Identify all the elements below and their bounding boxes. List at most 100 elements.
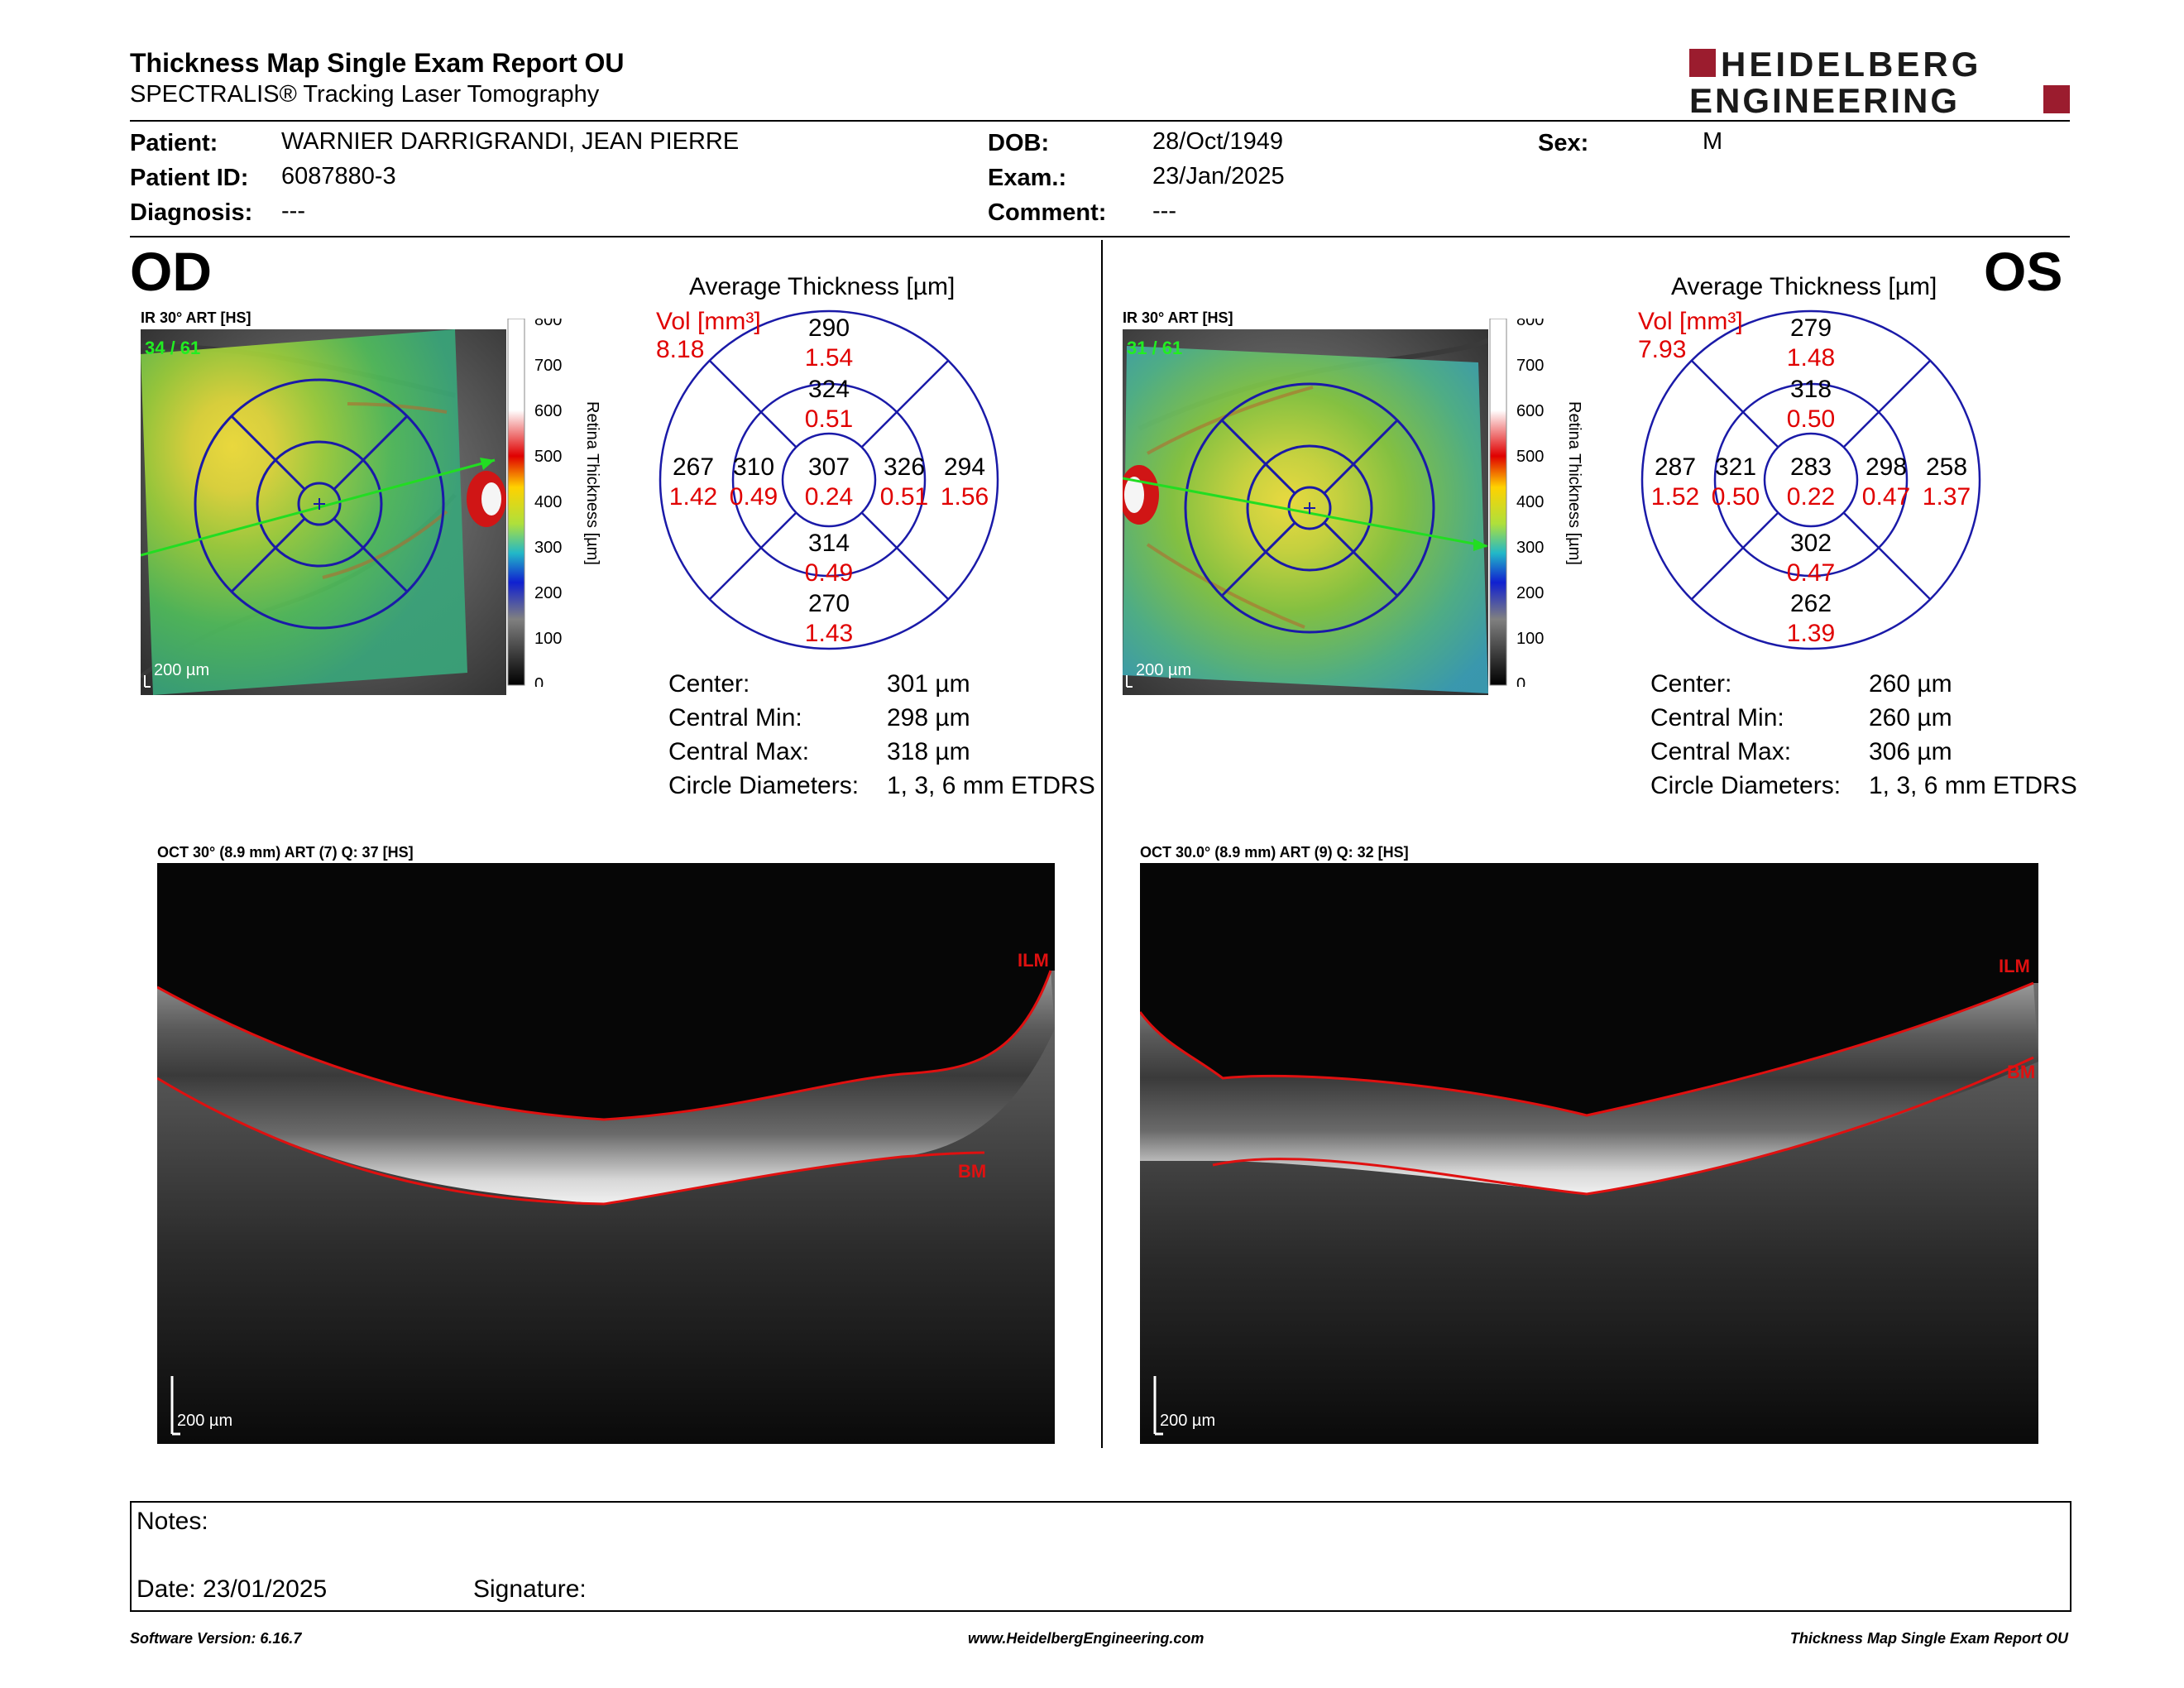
os-outer-inferior: 262 [1790, 590, 1832, 617]
od-outer-superior: 290 [808, 314, 850, 342]
od-oct-scale: 200 µm [177, 1412, 232, 1430]
exam-label: Exam.: [988, 165, 1067, 191]
od-max-value: 318 µm [887, 738, 970, 765]
os-outer-right-vol: 1.37 [1923, 483, 1971, 511]
os-center-value: 260 µm [1869, 670, 1952, 698]
od-ir-label: IR 30° ART [HS] [141, 309, 251, 326]
os-scan-line [1123, 477, 1487, 548]
os-vessel-overlay-2 [1146, 543, 1305, 629]
os-etdrs-chart: 279 1.48 318 0.50 287 1.52 321 0.50 283 … [1640, 309, 1981, 650]
od-ilm-label: ILM [1018, 950, 1049, 971]
sex-label: Sex: [1538, 130, 1589, 156]
od-diam-value: 1, 3, 6 mm ETDRS [887, 772, 1095, 799]
notes-date: Date: 23/01/2025 [136, 1575, 328, 1603]
os-ir-label: IR 30° ART [HS] [1123, 309, 1233, 326]
os-outer-superior: 279 [1790, 314, 1832, 342]
os-diam-label: Circle Diameters: [1650, 772, 1842, 799]
os-vol-total: 7.93 [1638, 336, 1687, 363]
os-eye-label: OS [1984, 241, 2063, 302]
od-min-label: Central Min: [668, 704, 802, 731]
od-vol-label: Vol [mm³] [656, 308, 761, 335]
os-inner-inferior-vol: 0.47 [1787, 559, 1835, 587]
od-etdrs-chart: 290 1.54 324 0.51 267 1.42 310 0.49 307 … [659, 309, 999, 650]
od-outer-inferior: 270 [808, 590, 850, 617]
od-center-vol: 0.24 [805, 483, 853, 511]
os-outer-inferior-vol: 1.39 [1787, 620, 1835, 647]
os-oct-label: OCT 30.0° (8.9 mm) ART (9) Q: 32 [HS] [1140, 844, 1409, 861]
os-min-value: 260 µm [1869, 704, 1952, 731]
os-oct-bscan: ILM BM 200 µm [1140, 863, 2038, 1444]
od-colorbar-tick: 700 [534, 357, 562, 375]
os-avg-title: Average Thickness [µm] [1671, 273, 1937, 300]
od-fundus-map: 34 / 61 200 µm [141, 329, 506, 695]
os-colorbar-tick: 200 [1516, 584, 1544, 602]
os-center: 283 [1790, 453, 1832, 481]
os-fundus-map: 31 / 61 200 µm [1123, 329, 1488, 695]
os-oct-scale: 200 µm [1160, 1412, 1215, 1430]
os-optic-disc-core [1124, 477, 1144, 513]
comment-value: --- [1152, 198, 1176, 224]
os-colorbar: 800 700 600 500 400 300 200 100 0 Retina… [1488, 311, 1588, 693]
os-colorbar-tick: 700 [1516, 357, 1544, 375]
od-outer-left-vol: 1.42 [669, 483, 717, 511]
header-divider [130, 120, 2070, 122]
od-scan-line [141, 458, 496, 557]
patient-divider [130, 236, 2070, 237]
od-scan-arrow [480, 458, 495, 470]
os-max-label: Central Max: [1650, 738, 1792, 765]
logo-square-top [1689, 49, 1716, 77]
logo-text-engineering: ENGINEERING [1689, 81, 1960, 116]
os-colorbar-tick: 100 [1516, 630, 1544, 648]
od-etdrs-grid [194, 378, 445, 630]
comment-label: Comment: [988, 199, 1107, 226]
patient-value: WARNIER DARRIGRANDI, JEAN PIERRE [281, 128, 740, 155]
od-frame-count: 34 / 61 [145, 338, 200, 358]
footer-software: Software Version: 6.16.7 [130, 1630, 302, 1647]
os-colorbar-tick: 600 [1516, 402, 1544, 420]
od-center: 307 [808, 453, 850, 481]
os-inner-left: 321 [1715, 453, 1756, 481]
od-inner-inferior: 314 [808, 530, 850, 557]
od-colorbar-tick: 800 [534, 319, 562, 329]
os-inner-right-vol: 0.47 [1862, 483, 1910, 511]
od-inner-inferior-vol: 0.49 [805, 559, 853, 587]
od-vol-total: 8.18 [656, 336, 705, 363]
os-etdrs-grid [1184, 382, 1435, 634]
footer-website[interactable]: www.HeidelbergEngineering.com [968, 1630, 1205, 1647]
notes-signature-label: Signature: [473, 1575, 587, 1603]
od-oct-bscan: ILM BM 200 µm [157, 863, 1055, 1444]
od-eye-label: OD [130, 241, 212, 302]
os-thickness-overlay [1123, 346, 1488, 693]
os-diam-value: 1, 3, 6 mm ETDRS [1869, 772, 2077, 799]
od-colorbar-tick: 500 [534, 448, 562, 466]
exam-value: 23/Jan/2025 [1152, 163, 1285, 189]
od-center-value: 301 µm [887, 670, 970, 698]
od-vessel-overlay-2 [322, 510, 448, 579]
od-fundus-scale: 200 µm [154, 661, 209, 679]
sex-value: M [1703, 128, 1723, 155]
os-colorbar-tick: 400 [1516, 493, 1544, 511]
os-ilm-label: ILM [1999, 956, 2030, 976]
os-outer-left: 287 [1655, 453, 1696, 481]
od-inner-right-vol: 0.51 [880, 483, 928, 511]
od-vol-block: Vol [mm³] 8.18 [656, 308, 761, 364]
notes-box[interactable]: Notes: Date: 23/01/2025 Signature: [130, 1501, 2071, 1612]
os-vol-label: Vol [mm³] [1638, 308, 1743, 335]
os-inner-superior: 318 [1790, 376, 1832, 403]
os-bm-line [1212, 1056, 2034, 1196]
report-subtitle: SPECTRALIS® Tracking Laser Tomography [130, 81, 600, 108]
od-min-value: 298 µm [887, 704, 970, 731]
od-outer-inferior-vol: 1.43 [805, 620, 853, 647]
diagnosis-label: Diagnosis: [130, 199, 253, 226]
footer-report: Thickness Map Single Exam Report OU [1789, 1630, 2068, 1647]
os-outer-superior-vol: 1.48 [1787, 344, 1835, 372]
patient-label: Patient: [130, 130, 218, 156]
od-diam-label: Circle Diameters: [668, 772, 860, 799]
od-colorbar: 800 700 600 500 400 300 200 100 0 Retina… [506, 311, 606, 693]
os-inner-left-vol: 0.50 [1712, 483, 1760, 511]
notes-label: Notes: [136, 1508, 208, 1535]
os-vol-block: Vol [mm³] 7.93 [1638, 308, 1743, 364]
od-colorbar-label: Retina Thickness [µm] [583, 401, 601, 565]
os-outer-left-vol: 1.52 [1651, 483, 1699, 511]
os-fundus-scale: 200 µm [1136, 661, 1191, 679]
